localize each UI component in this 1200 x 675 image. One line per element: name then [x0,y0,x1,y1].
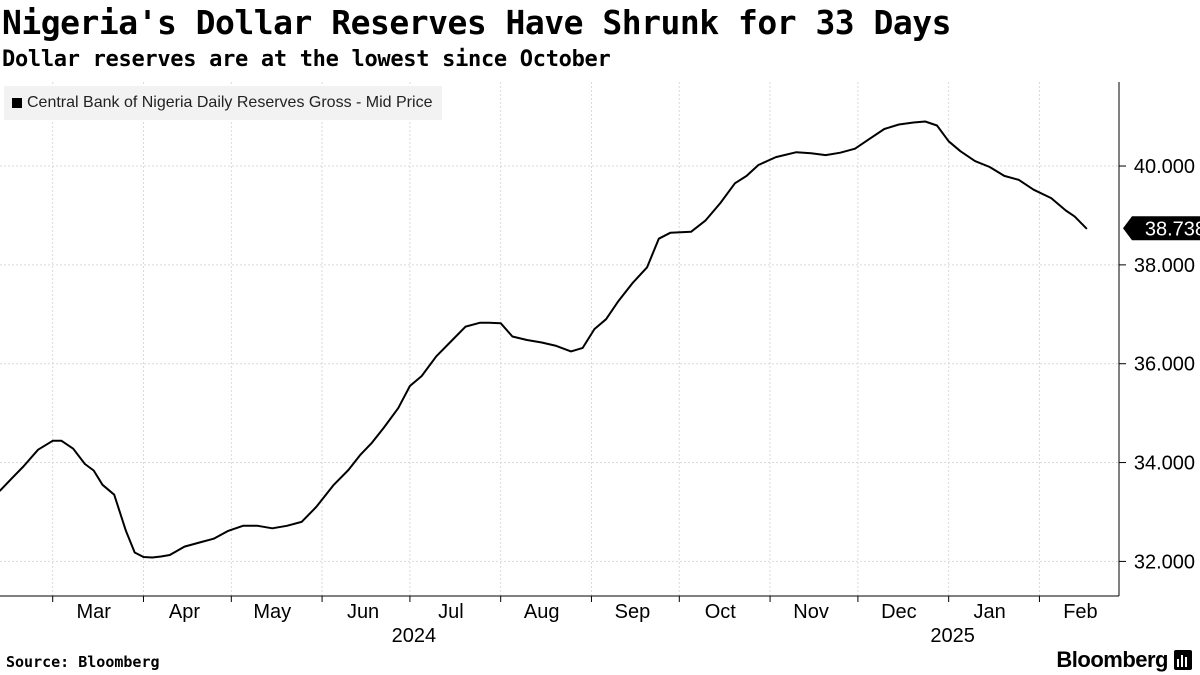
x-tick-label: Apr [169,601,200,623]
x-tick-label: Jul [438,601,464,623]
x-tick-label: Aug [524,601,560,623]
x-tick-label: Dec [881,601,917,623]
gridlines [0,82,1119,596]
brand-wordmark: Bloomberg [1056,647,1168,672]
source-note: Source: Bloomberg [6,653,160,671]
brand-logo: Bloomberg [1056,647,1192,673]
x-tick-label: Mar [76,601,111,623]
x-tick-label: Nov [793,601,829,623]
x-tick-label: Feb [1063,601,1097,623]
legend-label: Central Bank of Nigeria Daily Reserves G… [27,94,433,111]
chart-subtitle: Dollar reserves are at the lowest since … [2,47,611,72]
y-tick-label: 32.000 [1134,551,1195,573]
series-layer [0,120,1088,559]
tick-labels: 32.000 34.000 36.000 38.000 40.000 Mar Apr May J… [76,156,1200,647]
last-value-label: 38.738 [1145,218,1200,240]
y-tick-label: 40.000 [1134,156,1195,178]
x-tick-label: Oct [705,601,737,623]
bloomberg-terminal-icon [1174,650,1192,670]
x-tick-label: Jun [347,601,379,623]
year-label: 2024 [392,625,437,647]
x-tick-label: May [253,601,291,623]
chart-title: Nigeria's Dollar Reserves Have Shrunk fo… [2,3,952,42]
x-tick-label: Jan [974,601,1006,623]
last-value-marker [1123,216,1200,241]
axes [0,82,1126,602]
legend-swatch [12,98,22,108]
legend: Central Bank of Nigeria Daily Reserves G… [4,86,443,120]
y-tick-label: 38.000 [1134,255,1195,277]
y-tick-label: 36.000 [1134,354,1195,376]
year-label: 2025 [930,625,975,647]
series-line [0,120,1088,559]
y-tick-label: 34.000 [1134,453,1195,475]
x-tick-label: Sep [615,601,651,623]
